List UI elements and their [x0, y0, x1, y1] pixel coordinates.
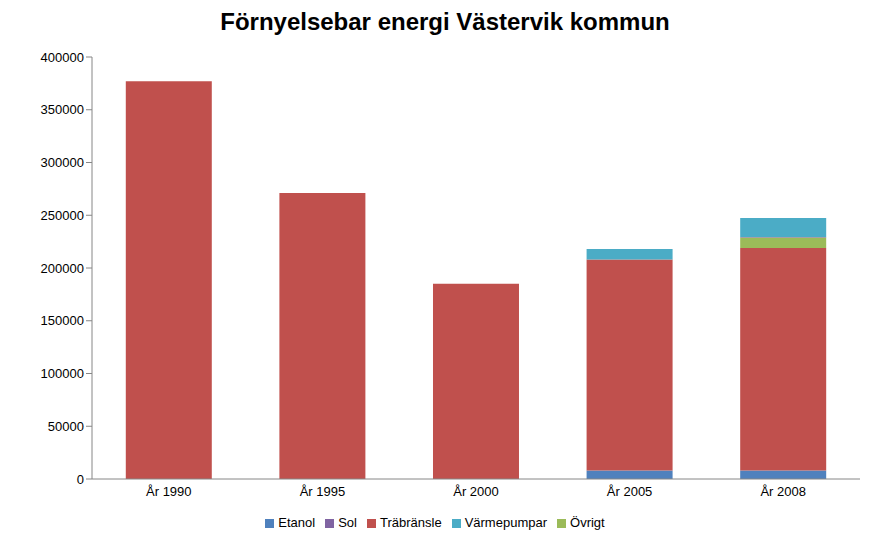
svg-text:100000: 100000	[41, 366, 84, 381]
svg-text:0: 0	[77, 472, 84, 487]
svg-text:50000: 50000	[48, 419, 84, 434]
svg-text:År 2000: År 2000	[453, 484, 499, 499]
html-text:Värmepumpar: Värmepumpar	[464, 515, 547, 530]
html-text:Övrigt: Övrigt	[570, 515, 605, 530]
svg-text:200000: 200000	[41, 261, 84, 276]
html-text:Sol: Sol	[338, 515, 357, 530]
svg-text:År 1995: År 1995	[300, 484, 346, 499]
svg-text:250000: 250000	[41, 208, 84, 223]
svg-text:År 2005: År 2005	[607, 484, 653, 499]
svg-text:150000: 150000	[41, 313, 84, 328]
html-text:Träbränsle: Träbränsle	[380, 515, 442, 530]
svg-text:350000: 350000	[41, 102, 84, 117]
svg-text:År 1990: År 1990	[146, 484, 192, 499]
svg-text:300000: 300000	[41, 155, 84, 170]
html-text:Etanol: Etanol	[278, 515, 316, 530]
html-text:Förnyelsebar energi Västervik: Förnyelsebar energi Västervik kommun	[220, 8, 670, 35]
svg-text:400000: 400000	[41, 50, 84, 65]
svg-text:År 2008: År 2008	[760, 484, 806, 499]
